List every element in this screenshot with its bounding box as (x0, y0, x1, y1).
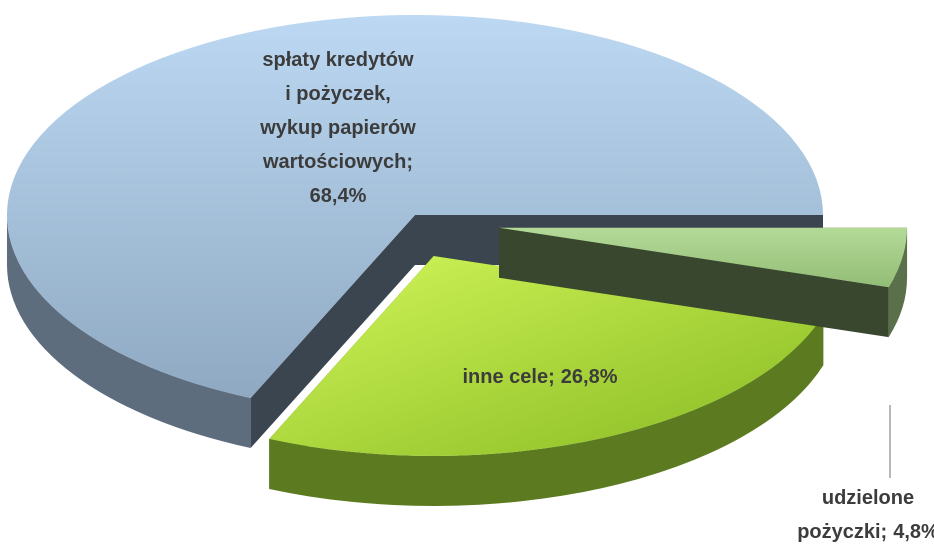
labels: spłaty kredytów i pożyczek, wykup papierów… (259, 49, 934, 543)
label-line: pożyczki; (797, 521, 887, 543)
label-line: spłaty kredytów (262, 49, 414, 71)
slice-side (269, 315, 824, 506)
label-line: i pożyczek, (285, 83, 391, 105)
slice-face (499, 227, 889, 338)
data-label: spłaty kredytów i pożyczek, wykup papierów… (259, 49, 416, 207)
label-line: inne cele; (463, 366, 555, 388)
label-line: udzielone (822, 487, 914, 509)
value-label: 4,8% (893, 521, 934, 543)
value-label: 68,4% (310, 185, 367, 207)
slice-top (6, 14, 824, 399)
slice-face (250, 215, 415, 449)
value-label: 26,8% (561, 366, 618, 388)
slice (499, 227, 908, 338)
data-label: udzielone pożyczki; 4,8% (797, 487, 934, 543)
slice-side (888, 227, 908, 338)
slices (6, 14, 908, 506)
data-label: inne cele; 26,8% (463, 366, 618, 388)
label-line: wykup papierów (259, 117, 416, 139)
slice-side (7, 215, 251, 449)
slice-top (499, 227, 908, 288)
label-line: wartościowych; (262, 151, 413, 173)
